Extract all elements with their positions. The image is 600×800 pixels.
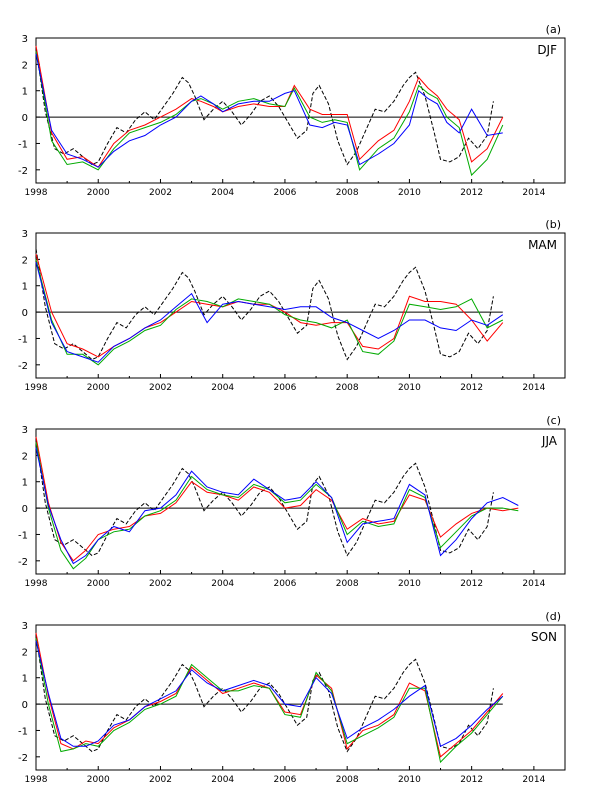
y-tick-label: -1: [18, 726, 28, 737]
y-tick-label: 1: [22, 282, 28, 293]
series-line-2: [35, 259, 504, 366]
y-tick-label: 3: [22, 34, 28, 45]
series-line-3: [35, 261, 504, 363]
y-tick-label: -1: [18, 530, 28, 541]
x-tick-label: 2012: [460, 383, 483, 393]
panel-label: (a): [546, 23, 561, 36]
y-tick-label: -2: [18, 557, 28, 568]
season-label: SON: [531, 630, 557, 644]
x-tick-label: 2006: [273, 579, 296, 589]
x-tick-label: 2010: [398, 188, 421, 198]
series-line-2: [35, 51, 504, 177]
x-tick-label: 2012: [460, 775, 483, 785]
x-tick-label: 2000: [87, 188, 110, 198]
y-tick-label: 3: [22, 621, 28, 632]
x-tick-label: 2008: [336, 775, 359, 785]
series-line-0: [35, 248, 494, 361]
series-line-0: [35, 635, 494, 753]
panel-2: 3 2 1 0 -1 -2 1998 2000 2002 2004 2006 2008 2010 2012…: [18, 414, 566, 589]
y-tick-label: -1: [18, 334, 28, 345]
y-tick-label: -2: [18, 166, 28, 177]
series-line-1: [35, 436, 519, 562]
panel-label: (c): [546, 414, 561, 427]
y-tick-label: 0: [22, 504, 28, 515]
y-tick-label: -2: [18, 361, 28, 372]
x-tick-label: 2000: [87, 775, 110, 785]
x-tick-label: 2008: [336, 579, 359, 589]
x-tick-label: 2004: [211, 188, 234, 198]
series-line-3: [35, 640, 504, 748]
panel-label: (b): [545, 218, 561, 231]
y-tick-label: 0: [22, 700, 28, 711]
plot-frame: [35, 624, 566, 771]
x-tick-label: 2008: [336, 188, 359, 198]
x-tick-label: 2014: [522, 775, 545, 785]
y-tick-label: 1: [22, 674, 28, 685]
y-tick-label: 0: [22, 308, 28, 319]
y-tick-label: -2: [18, 753, 28, 764]
x-tick-label: 2012: [460, 579, 483, 589]
y-tick-label: 2: [22, 451, 28, 462]
x-tick-label: 2010: [398, 579, 421, 589]
y-tick-label: 2: [22, 255, 28, 266]
series-line-2: [35, 638, 504, 764]
x-tick-label: 2008: [336, 383, 359, 393]
season-label: MAM: [528, 238, 557, 252]
panel-0: 3 2 1 0 -1 -2 1998 2000 2002 2004 2006 2008 2010 2012…: [18, 23, 566, 198]
y-tick-label: 2: [22, 60, 28, 71]
season-label: JJA: [541, 434, 558, 448]
x-tick-label: 2014: [522, 188, 545, 198]
y-tick-label: 3: [22, 229, 28, 240]
series-line-0: [35, 439, 494, 557]
x-tick-label: 2010: [398, 775, 421, 785]
series-line-3: [35, 447, 519, 565]
panel-1: 3 2 1 0 -1 -2 1998 2000 2002 2004 2006 2008 2010 2012…: [18, 218, 566, 393]
plot-frame: [35, 232, 566, 379]
y-tick-label: 0: [22, 113, 28, 124]
x-tick-label: 2004: [211, 383, 234, 393]
x-tick-label: 2014: [522, 579, 545, 589]
series-line-1: [35, 253, 504, 358]
plot-frame: [35, 37, 566, 184]
series-line-1: [35, 632, 504, 758]
y-tick-label: 3: [22, 425, 28, 436]
series-line-0: [35, 48, 494, 166]
plot-frame: [35, 428, 566, 575]
season-label: DJF: [537, 43, 557, 57]
y-tick-label: 1: [22, 478, 28, 489]
x-tick-label: 1998: [25, 775, 48, 785]
x-tick-label: 2006: [273, 383, 296, 393]
x-tick-label: 2006: [273, 188, 296, 198]
x-tick-label: 2004: [211, 579, 234, 589]
x-tick-label: 2000: [87, 383, 110, 393]
y-tick-label: 2: [22, 647, 28, 658]
x-tick-label: 2000: [87, 579, 110, 589]
panel-label: (d): [545, 610, 561, 623]
x-tick-label: 2010: [398, 383, 421, 393]
x-tick-label: 2002: [149, 188, 172, 198]
x-tick-label: 2004: [211, 775, 234, 785]
x-tick-label: 1998: [25, 188, 48, 198]
x-tick-label: 2014: [522, 383, 545, 393]
series-line-3: [35, 53, 503, 168]
x-tick-label: 2002: [149, 579, 172, 589]
y-tick-label: 1: [22, 87, 28, 98]
x-tick-label: 1998: [25, 383, 48, 393]
x-tick-label: 1998: [25, 579, 48, 589]
x-tick-label: 2012: [460, 188, 483, 198]
x-tick-label: 2002: [149, 383, 172, 393]
y-tick-label: -1: [18, 139, 28, 150]
series-line-1: [35, 45, 504, 168]
x-tick-label: 2002: [149, 775, 172, 785]
panel-3: 3 2 1 0 -1 -2 1998 2000 2002 2004 2006 2008 2010 2012…: [18, 610, 566, 785]
x-tick-label: 2006: [273, 775, 296, 785]
